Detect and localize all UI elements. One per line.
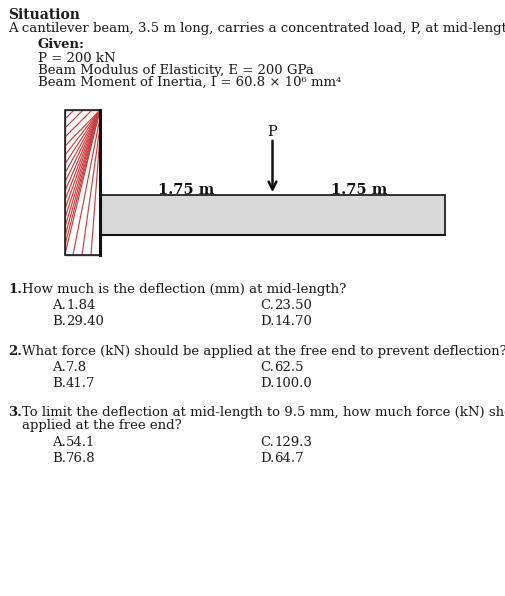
- Text: 1.84: 1.84: [66, 299, 95, 312]
- Text: 2.: 2.: [8, 345, 22, 358]
- Text: 1.: 1.: [8, 283, 22, 296]
- Bar: [65, 110, 100, 255]
- Text: Situation: Situation: [8, 8, 80, 22]
- Text: To limit the deflection at mid-length to 9.5 mm, how much force (kN) should be: To limit the deflection at mid-length to…: [22, 406, 505, 419]
- Text: 62.5: 62.5: [274, 361, 304, 374]
- Text: B.: B.: [52, 315, 66, 328]
- Text: D.: D.: [260, 315, 274, 328]
- Text: 129.3: 129.3: [274, 436, 312, 449]
- Text: C.: C.: [260, 299, 274, 312]
- Text: 14.70: 14.70: [274, 315, 312, 328]
- Text: Given:: Given:: [38, 38, 85, 51]
- Text: applied at the free end?: applied at the free end?: [22, 419, 182, 432]
- Text: 54.1: 54.1: [66, 436, 95, 449]
- Text: 64.7: 64.7: [274, 452, 304, 465]
- Text: 100.0: 100.0: [274, 377, 312, 390]
- Text: What force (kN) should be applied at the free end to prevent deflection?: What force (kN) should be applied at the…: [22, 345, 505, 358]
- Text: B.: B.: [52, 377, 66, 390]
- Text: A.: A.: [52, 361, 66, 374]
- Text: 76.8: 76.8: [66, 452, 95, 465]
- Text: A.: A.: [52, 436, 66, 449]
- Text: 1.75 m: 1.75 m: [331, 183, 387, 197]
- Text: D.: D.: [260, 452, 274, 465]
- Text: C.: C.: [260, 436, 274, 449]
- Text: Beam Moment of Inertia, I = 60.8 × 10⁶ mm⁴: Beam Moment of Inertia, I = 60.8 × 10⁶ m…: [38, 76, 341, 89]
- Text: A.: A.: [52, 299, 66, 312]
- Text: Beam Modulus of Elasticity, E = 200 GPa: Beam Modulus of Elasticity, E = 200 GPa: [38, 64, 314, 77]
- Text: 41.7: 41.7: [66, 377, 95, 390]
- Bar: [65, 110, 100, 255]
- Text: 29.40: 29.40: [66, 315, 104, 328]
- Text: A cantilever beam, 3.5 m long, carries a concentrated load, P, at mid-length.: A cantilever beam, 3.5 m long, carries a…: [8, 22, 505, 35]
- Bar: [100, 195, 445, 235]
- Text: 3.: 3.: [8, 406, 22, 419]
- Text: 1.75 m: 1.75 m: [158, 183, 215, 197]
- Text: B.: B.: [52, 452, 66, 465]
- Text: C.: C.: [260, 361, 274, 374]
- Text: P = 200 kN: P = 200 kN: [38, 52, 116, 65]
- Text: D.: D.: [260, 377, 274, 390]
- Text: P: P: [268, 125, 277, 139]
- Text: 7.8: 7.8: [66, 361, 87, 374]
- Text: How much is the deflection (mm) at mid-length?: How much is the deflection (mm) at mid-l…: [22, 283, 346, 296]
- Text: 23.50: 23.50: [274, 299, 312, 312]
